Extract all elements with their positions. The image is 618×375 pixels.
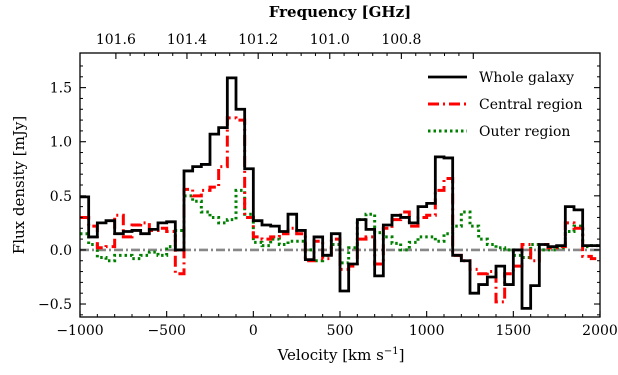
tick-label-layer: −1000 −500 0 500 1000 1500 2000 −0.5 0.0 0.5 1.0 1.… bbox=[38, 32, 618, 339]
x-tick-label: 1000 bbox=[409, 323, 445, 339]
y-tick-label: 0.5 bbox=[50, 189, 72, 205]
y-tick-label: 0.0 bbox=[50, 243, 72, 259]
legend-label-outer-region: Outer region bbox=[479, 124, 570, 140]
series-layer bbox=[80, 76, 600, 310]
legend-label-whole-galaxy: Whole galaxy bbox=[479, 70, 574, 86]
top-tick-label: 101.6 bbox=[96, 32, 136, 48]
series-line-central-region bbox=[80, 116, 600, 304]
x-axis-title-text: Velocity [km s bbox=[277, 346, 384, 364]
tick-layer bbox=[79, 53, 601, 317]
x-tick-label: 1500 bbox=[496, 323, 532, 339]
y-tick-label: 1.0 bbox=[50, 135, 72, 151]
x-tick-label: 2000 bbox=[582, 323, 618, 339]
series-line-whole-galaxy bbox=[80, 76, 600, 310]
x-tick-label: −1000 bbox=[56, 323, 103, 339]
top-tick-label: 101.4 bbox=[167, 32, 207, 48]
x-axis-title-unit-exponent: −1 bbox=[384, 346, 399, 357]
x-tick-label: −500 bbox=[147, 323, 185, 339]
top-axis-title: Frequency [GHz] bbox=[269, 3, 411, 21]
legend-label-central-region: Central region bbox=[479, 97, 582, 113]
top-tick-label: 101.2 bbox=[238, 32, 278, 48]
x-axis-title-close: ] bbox=[399, 346, 405, 364]
x-tick-label: 0 bbox=[249, 323, 258, 339]
y-tick-label: −0.5 bbox=[38, 297, 72, 313]
legend: Whole galaxy Central region Outer region bbox=[428, 70, 582, 140]
y-tick-label: 1.5 bbox=[50, 81, 72, 97]
x-axis-title: Velocity [km s−1] bbox=[277, 346, 405, 364]
top-tick-label: 101.0 bbox=[310, 32, 350, 48]
top-tick-label: 100.8 bbox=[381, 32, 421, 48]
y-axis-title: Flux density [mJy] bbox=[10, 116, 28, 254]
x-tick-label: 500 bbox=[327, 323, 354, 339]
